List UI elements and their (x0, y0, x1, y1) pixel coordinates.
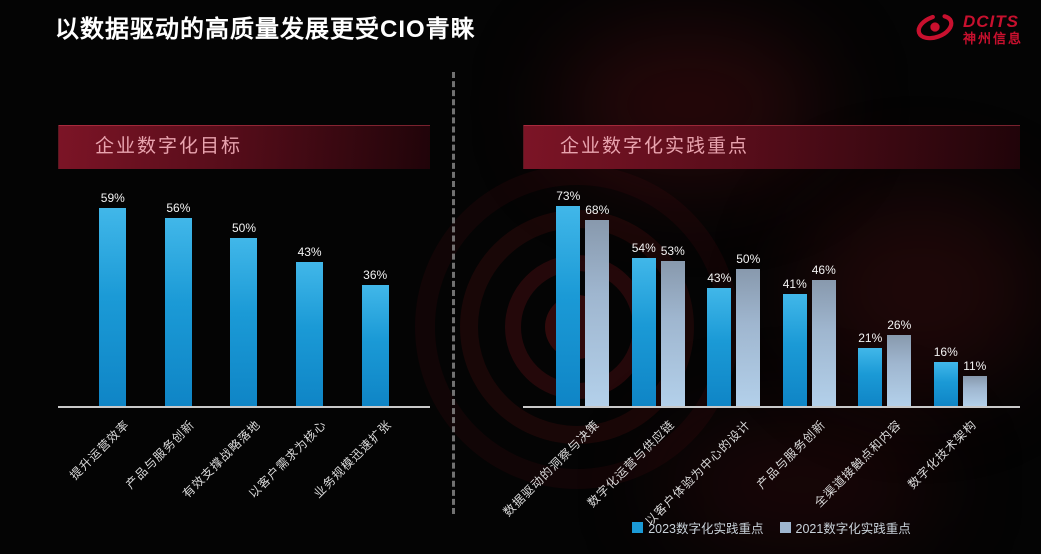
bar-group: 43% (296, 245, 324, 406)
bar-plot-goals: 59% 56% 50% 43% 36% (58, 185, 430, 408)
bar-group: 36% (361, 268, 389, 406)
bar-2021 (736, 269, 761, 406)
chart-goals-title-banner: 企业数字化目标 (58, 125, 430, 169)
chart-practices-title-banner: 企业数字化实践重点 (523, 125, 1020, 169)
bar-value-label: 16% (933, 345, 958, 359)
swirl-galaxy-icon (913, 10, 957, 49)
legend-label-2023: 2023数字化实践重点 (648, 522, 764, 536)
category-cell: 以客户体验为中心的设计 (642, 408, 772, 528)
legend-item-2021: 2021数字化实践重点 (779, 518, 911, 537)
category-cell: 全渠道接触点和内容 (811, 408, 923, 516)
bar-2023 (933, 362, 958, 406)
bar-value-label: 53% (660, 244, 685, 258)
bar-value-label: 54% (631, 241, 656, 255)
bar-group: 43% 50% (707, 252, 760, 406)
bar-2021 (811, 280, 836, 406)
bar-value-label: 46% (811, 263, 836, 277)
bar-value-label: 26% (887, 318, 912, 332)
bar-cell: 16% 11% (923, 345, 999, 406)
bar-cell: 54% 53% (621, 241, 697, 406)
bar-cell: 73% 68% (545, 189, 621, 406)
bar-value-label: 73% (556, 189, 581, 203)
category-cell: 业务规模迅速扩张 (311, 408, 408, 516)
category-cell: 数据驱动的洞察与决策 (500, 408, 621, 519)
dcits-logo: DCITS 神州信息 (913, 10, 1023, 49)
bar-plot-practices: 73% 68% 54% 53% 43% 50% 41% 46% 21% 26% 16% 11% (523, 185, 1020, 408)
bar-value-label: 36% (363, 268, 388, 282)
category-label: 数据驱动的洞察与决策 (500, 417, 603, 520)
bar (230, 238, 258, 406)
bar-value-label: 68% (585, 203, 610, 217)
bar-value-label: 41% (782, 277, 807, 291)
bar (361, 285, 389, 406)
bar-value-label: 56% (166, 201, 191, 215)
bar-value-label: 43% (297, 245, 322, 259)
bar-value-label: 11% (963, 359, 987, 373)
bar-cell: 59% (80, 191, 146, 406)
bar-cell: 56% (146, 201, 212, 406)
logo-company-name: 神州信息 (962, 30, 1023, 46)
bar-value-label: 43% (707, 271, 732, 285)
dashed-divider (452, 72, 455, 514)
bar-group: 50% (230, 221, 258, 406)
bar-value-label: 50% (736, 252, 761, 266)
logo-brand-text: DCITS (962, 12, 1019, 31)
bar-2023 (556, 206, 581, 406)
category-axis-goals: 提升运营效率 产品与服务创新 有效支撑战略落地 以客户需求为核心 业务规模迅速扩张 (58, 408, 430, 516)
bar-2023 (707, 288, 732, 406)
category-cell: 产品与服务创新 (123, 408, 212, 516)
category-cell: 提升运营效率 (67, 408, 146, 516)
category-axis-practices: 数据驱动的洞察与决策 数字化运营与供应链 以客户体验为中心的设计 产品与服务创新 全渠道… (500, 408, 1020, 528)
legend: 2023数字化实践重点 2021数字化实践重点 (523, 518, 1020, 537)
bar-cell: 43% 50% (696, 252, 772, 406)
category-cell: 以客户需求为核心 (245, 408, 343, 516)
chart-digital-goals: 企业数字化目标 59% 56% 50% 43% 36% 提升运营效率 产品与服务创新 有效支… (58, 125, 430, 516)
legend-swatch-2021 (779, 522, 791, 533)
bar-2021 (962, 376, 987, 406)
bar-group: 56% (164, 201, 192, 406)
chart-digital-practices: 企业数字化实践重点 73% 68% 54% 53% 43% 50% 41% 46% 21% 26%… (500, 125, 1020, 537)
bar-2023 (782, 294, 807, 406)
page-title: 以数据驱动的高质量发展更受CIO青睐 (55, 16, 476, 43)
bar-group: 21% 26% (858, 318, 911, 406)
bar-cell: 41% 46% (772, 263, 848, 406)
category-label: 提升运营效率 (67, 417, 133, 483)
category-cell: 数字化技术架构 (905, 408, 999, 516)
bar (296, 262, 324, 406)
category-cell: 有效支撑战略落地 (180, 408, 277, 516)
bar-cell: 50% (211, 221, 277, 406)
bar-cell: 21% 26% (847, 318, 923, 406)
category-cell: 产品与服务创新 (754, 408, 848, 516)
bar-group: 73% 68% (556, 189, 609, 406)
bar-group: 59% (99, 191, 127, 406)
bar-cell: 43% (277, 245, 343, 406)
bar-cell: 36% (342, 268, 408, 406)
bar-value-label: 50% (231, 221, 256, 235)
bar-2021 (660, 261, 685, 406)
bar-group: 16% 11% (934, 345, 987, 406)
bar-2023 (631, 258, 656, 406)
bar-group: 54% 53% (632, 241, 685, 406)
bar-value-label: 59% (100, 191, 125, 205)
bar-group: 41% 46% (783, 263, 836, 406)
bar-2021 (585, 220, 610, 406)
legend-swatch-2023 (632, 522, 644, 533)
bar (99, 208, 127, 406)
bar-value-label: 21% (858, 331, 883, 345)
bar-2021 (887, 335, 912, 406)
legend-item-2023: 2023数字化实践重点 (632, 518, 764, 537)
legend-label-2021: 2021数字化实践重点 (795, 522, 911, 536)
bar (164, 218, 192, 406)
bar-2023 (858, 348, 883, 406)
